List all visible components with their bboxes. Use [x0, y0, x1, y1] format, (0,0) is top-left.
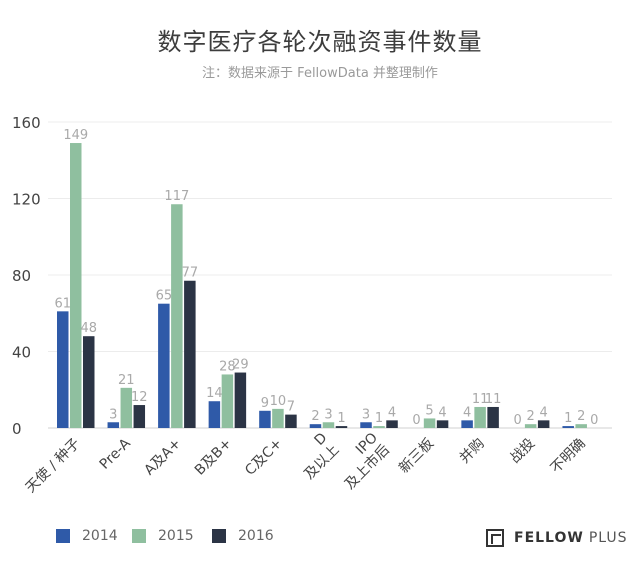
x-tick-label: A及A+ [141, 436, 184, 479]
bar-2014-8 [461, 420, 473, 428]
bar-2015-3 [221, 374, 234, 428]
bar-2016-7 [436, 420, 449, 428]
y-tick-label: 80 [12, 267, 31, 285]
data-label-2014-2: 65 [156, 289, 173, 304]
data-label-2016-2: 77 [182, 266, 199, 281]
data-label-2014-7: 0 [412, 413, 420, 428]
data-label-2015-5: 3 [324, 407, 332, 422]
data-label-2016-1: 12 [131, 390, 148, 405]
data-label-2014-10: 1 [564, 411, 572, 426]
x-tick-label: 不明确 [548, 436, 589, 477]
chart-title: 数字医疗各轮次融资事件数量 [157, 28, 483, 56]
data-label-2015-4: 10 [270, 394, 287, 409]
legend-swatch-2014 [56, 529, 70, 543]
bar-2015-8 [474, 406, 486, 428]
legend-swatch-2016 [212, 529, 226, 543]
x-tick-label: D及以上 [289, 430, 342, 483]
y-tick-label: 40 [12, 344, 31, 362]
data-label-2014-9: 0 [514, 413, 522, 428]
bar-2016-4 [285, 414, 297, 428]
data-label-2014-5: 2 [311, 409, 319, 424]
bar-2015-0 [70, 143, 82, 428]
x-tick-label: Pre-A [97, 435, 134, 472]
legend-label-2016: 2016 [238, 528, 274, 544]
brand-name-bold: FELLOW [514, 530, 584, 546]
x-tick-label: IPO及上市后 [330, 430, 393, 493]
x-tick-label: 并购 [457, 436, 488, 467]
bar-2016-9 [537, 420, 550, 428]
bar-2015-6 [373, 426, 385, 428]
bar-2014-4 [259, 410, 271, 428]
data-label-2015-2: 117 [164, 189, 189, 204]
data-label-2016-8: 11 [485, 392, 502, 407]
data-label-2014-1: 3 [109, 407, 117, 422]
data-label-2015-9: 2 [527, 409, 535, 424]
data-label-2016-5: 1 [337, 411, 345, 426]
bar-2015-10 [575, 424, 587, 428]
x-tick-label: 天使 / 种子 [22, 435, 83, 496]
bar-2014-6 [360, 422, 372, 428]
bar-2014-5 [309, 424, 322, 428]
data-label-2015-7: 5 [425, 403, 433, 418]
data-label-2016-4: 7 [287, 400, 295, 415]
data-label-2015-10: 2 [577, 409, 585, 424]
data-label-2015-1: 21 [118, 373, 135, 388]
bar-2016-1 [133, 405, 146, 428]
brand-name-light: PLUS [588, 530, 628, 546]
data-label-2014-4: 9 [261, 396, 269, 411]
bar-2016-0 [83, 336, 95, 428]
legend-item-2016: 2016 [212, 527, 274, 545]
y-tick-label: 0 [12, 420, 22, 438]
data-label-2016-10: 0 [590, 413, 598, 428]
data-label-2016-9: 4 [540, 405, 548, 420]
x-tick-label: B及B+ [192, 436, 235, 479]
bar-2015-7 [423, 418, 436, 428]
x-tick-label: 战投 [507, 436, 538, 467]
brand-logo: FELLOW PLUS [486, 524, 628, 552]
bar-2016-3 [234, 372, 247, 428]
bar-2016-8 [487, 406, 499, 428]
data-label-2014-3: 14 [206, 386, 223, 401]
bar-2015-2 [171, 204, 183, 428]
x-tick-label: C及C+ [242, 436, 285, 479]
legend-label-2015: 2015 [158, 528, 194, 544]
bar-2015-4 [272, 408, 284, 428]
data-label-2015-0: 149 [63, 128, 88, 143]
chart-subtitle: 注：数据来源于 FellowData 并整理制作 [202, 66, 438, 81]
data-label-2015-3: 28 [219, 359, 236, 374]
bar-2014-0 [57, 311, 69, 428]
bar-2015-5 [322, 422, 335, 428]
bar-2015-9 [524, 424, 537, 428]
fellowplus-logo-icon [486, 529, 504, 547]
data-label-2016-7: 4 [438, 405, 446, 420]
bar-2014-10 [562, 426, 574, 428]
bar-2016-5 [335, 426, 348, 428]
bar-2016-6 [386, 420, 398, 428]
legend-item-2014: 2014 [56, 527, 118, 545]
data-label-2015-6: 1 [375, 411, 383, 426]
data-label-2015-8: 11 [472, 392, 489, 407]
legend-swatch-2015 [132, 529, 146, 543]
legend-item-2015: 2015 [132, 527, 194, 545]
data-label-2016-3: 29 [232, 358, 249, 373]
x-tick-label: 新三板 [396, 436, 437, 477]
legend-label-2014: 2014 [82, 528, 118, 544]
y-tick-label: 120 [12, 191, 41, 209]
bar-2014-2 [158, 303, 170, 428]
bar-2014-3 [208, 401, 221, 428]
bar-2016-2 [184, 280, 196, 428]
y-tick-label: 160 [12, 114, 41, 132]
data-label-2016-6: 4 [388, 405, 396, 420]
bar-2014-1 [107, 422, 120, 428]
data-label-2014-8: 4 [463, 405, 471, 420]
bar-2015-1 [120, 387, 133, 428]
data-label-2014-6: 3 [362, 407, 370, 422]
data-label-2016-0: 48 [80, 321, 97, 336]
data-label-2014-0: 61 [54, 296, 71, 311]
